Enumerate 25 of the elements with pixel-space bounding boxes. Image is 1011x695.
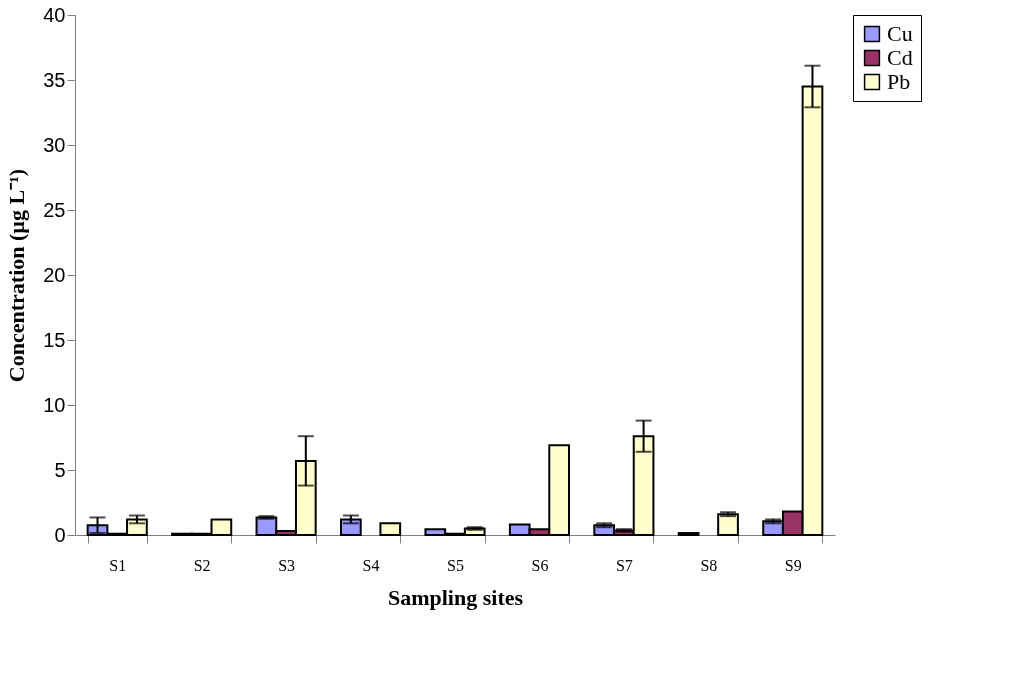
y-tick-label: 15 — [43, 328, 66, 351]
x-tick-label: S1 — [109, 556, 127, 574]
legend-label: Pb — [887, 69, 911, 94]
x-tick-label: S5 — [447, 556, 464, 574]
x-tick-label: S9 — [784, 556, 802, 574]
y-tick-label: 0 — [54, 523, 66, 546]
bar — [717, 513, 739, 536]
x-axis-title: Sampling sites — [387, 584, 524, 610]
x-tick-label: S4 — [362, 556, 380, 574]
bar — [379, 522, 402, 536]
y-tick-label: 20 — [43, 263, 66, 286]
y-tick-label: 5 — [54, 458, 66, 481]
x-tick-label: S7 — [615, 556, 633, 574]
x-tick-label: S6 — [531, 556, 549, 574]
y-tick-label: 10 — [43, 393, 66, 416]
y-tick-label: 25 — [43, 198, 66, 221]
legend-label: Cu — [887, 21, 913, 46]
y-tick-label: 30 — [43, 133, 66, 156]
x-tick-label: S2 — [193, 556, 211, 574]
x-tick-label: S8 — [700, 556, 718, 574]
y-axis-title: Concentration (µg L⁻¹) — [4, 168, 30, 383]
y-tick-label: 40 — [43, 3, 66, 26]
legend-label: Cd — [887, 45, 913, 70]
x-tick-label: S3 — [278, 556, 296, 574]
y-tick-label: 35 — [43, 68, 66, 91]
